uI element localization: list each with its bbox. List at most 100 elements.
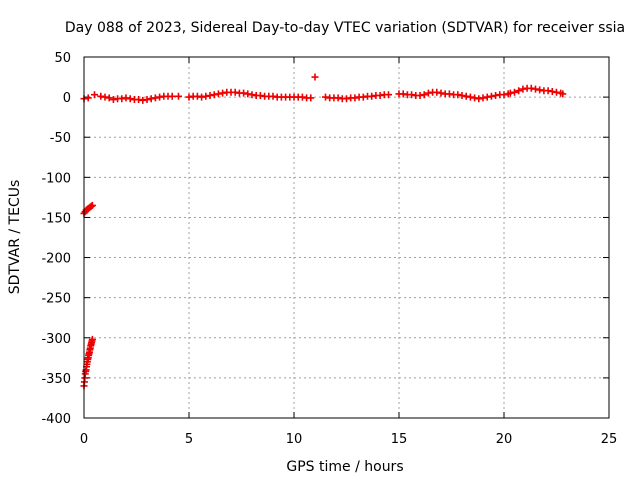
data-point [97,92,105,100]
data-point [479,94,487,102]
data-point [122,94,130,102]
data-point [248,91,256,99]
data-point [536,86,544,94]
data-point [193,92,201,100]
data-point [492,92,500,100]
data-point [84,94,92,102]
y-tick-label: -100 [41,171,71,186]
x-tick-label: 10 [286,432,303,447]
data-point [500,91,508,99]
data-point [458,92,466,100]
data-points [80,73,567,390]
data-point [445,90,453,98]
data-point [151,94,159,102]
data-point [307,94,315,102]
chart-title: Day 088 of 2023, Sidereal Day-to-day VTE… [65,20,625,36]
data-point [87,202,95,210]
grid-lines [84,57,609,418]
data-point [483,93,491,101]
data-point [544,87,552,95]
y-axis-title: SDTVAR / TECUs [7,180,23,295]
data-point [487,92,495,100]
x-tick-label: 5 [185,432,193,447]
data-point [185,93,193,101]
y-tick-label: -250 [41,292,71,307]
y-tick-label: -50 [50,131,71,146]
data-point [139,96,147,104]
y-tick-label: -200 [41,252,71,267]
data-point [244,90,252,98]
data-point [143,96,151,104]
data-point [515,87,523,95]
data-point [506,89,514,97]
x-tick-label: 25 [601,432,618,447]
data-point [198,93,206,101]
data-point [311,73,319,81]
axis-ticks [83,56,610,419]
data-point [420,91,428,99]
data-point [532,85,539,93]
data-point [466,93,474,101]
data-point [298,93,306,101]
data-point [475,95,483,103]
data-point [343,95,350,103]
data-point [322,93,329,101]
x-tick-label: 15 [391,432,408,447]
y-tick-label: -350 [41,372,71,387]
data-point [553,88,560,96]
y-tick-label: -400 [41,412,71,427]
data-point [334,94,342,102]
data-point [559,90,567,98]
y-tick-label: -150 [41,211,71,226]
data-point [210,91,218,99]
data-point [126,95,134,103]
data-point [88,335,96,343]
y-tick-label: 0 [63,91,71,106]
data-point [101,93,109,101]
data-point [471,94,479,102]
x-tick-label: 0 [80,432,88,447]
data-point [88,201,96,209]
data-point [424,89,432,97]
data-point [462,92,470,100]
data-point [376,92,384,100]
x-axis-title: GPS time / hours [286,459,403,475]
plot-frame [83,56,610,419]
y-tick-label: 50 [54,51,71,66]
data-point [214,90,222,98]
data-point [135,96,143,104]
data-point [527,84,535,92]
data-point [433,88,441,96]
data-point [548,87,556,95]
data-point [385,91,392,99]
x-tick-label: 20 [496,432,513,447]
tick-labels: 50 0 -50 -100 -150 -200 -250 -300 -350 -400 0 5 10 15… [41,51,617,447]
data-point [202,92,210,100]
data-point [399,90,407,98]
data-point [269,92,277,100]
data-point [359,93,367,101]
data-point [105,94,113,102]
data-point [109,96,117,104]
data-point [454,91,462,99]
y-tick-label: -300 [41,332,71,347]
data-point [368,92,376,100]
data-point [219,89,227,97]
data-point [519,85,527,93]
data-point [240,89,248,97]
data-point [437,89,445,97]
data-point [91,91,98,99]
data-point [408,91,416,99]
data-point [511,88,518,96]
data-point [351,94,359,102]
data-point [118,95,126,103]
data-point [175,92,182,100]
data-point [231,88,239,96]
data-point [156,93,164,101]
data-point [416,92,424,100]
data-point [206,92,214,100]
data-point [256,92,264,100]
data-point [147,95,155,103]
data-point [168,92,176,100]
